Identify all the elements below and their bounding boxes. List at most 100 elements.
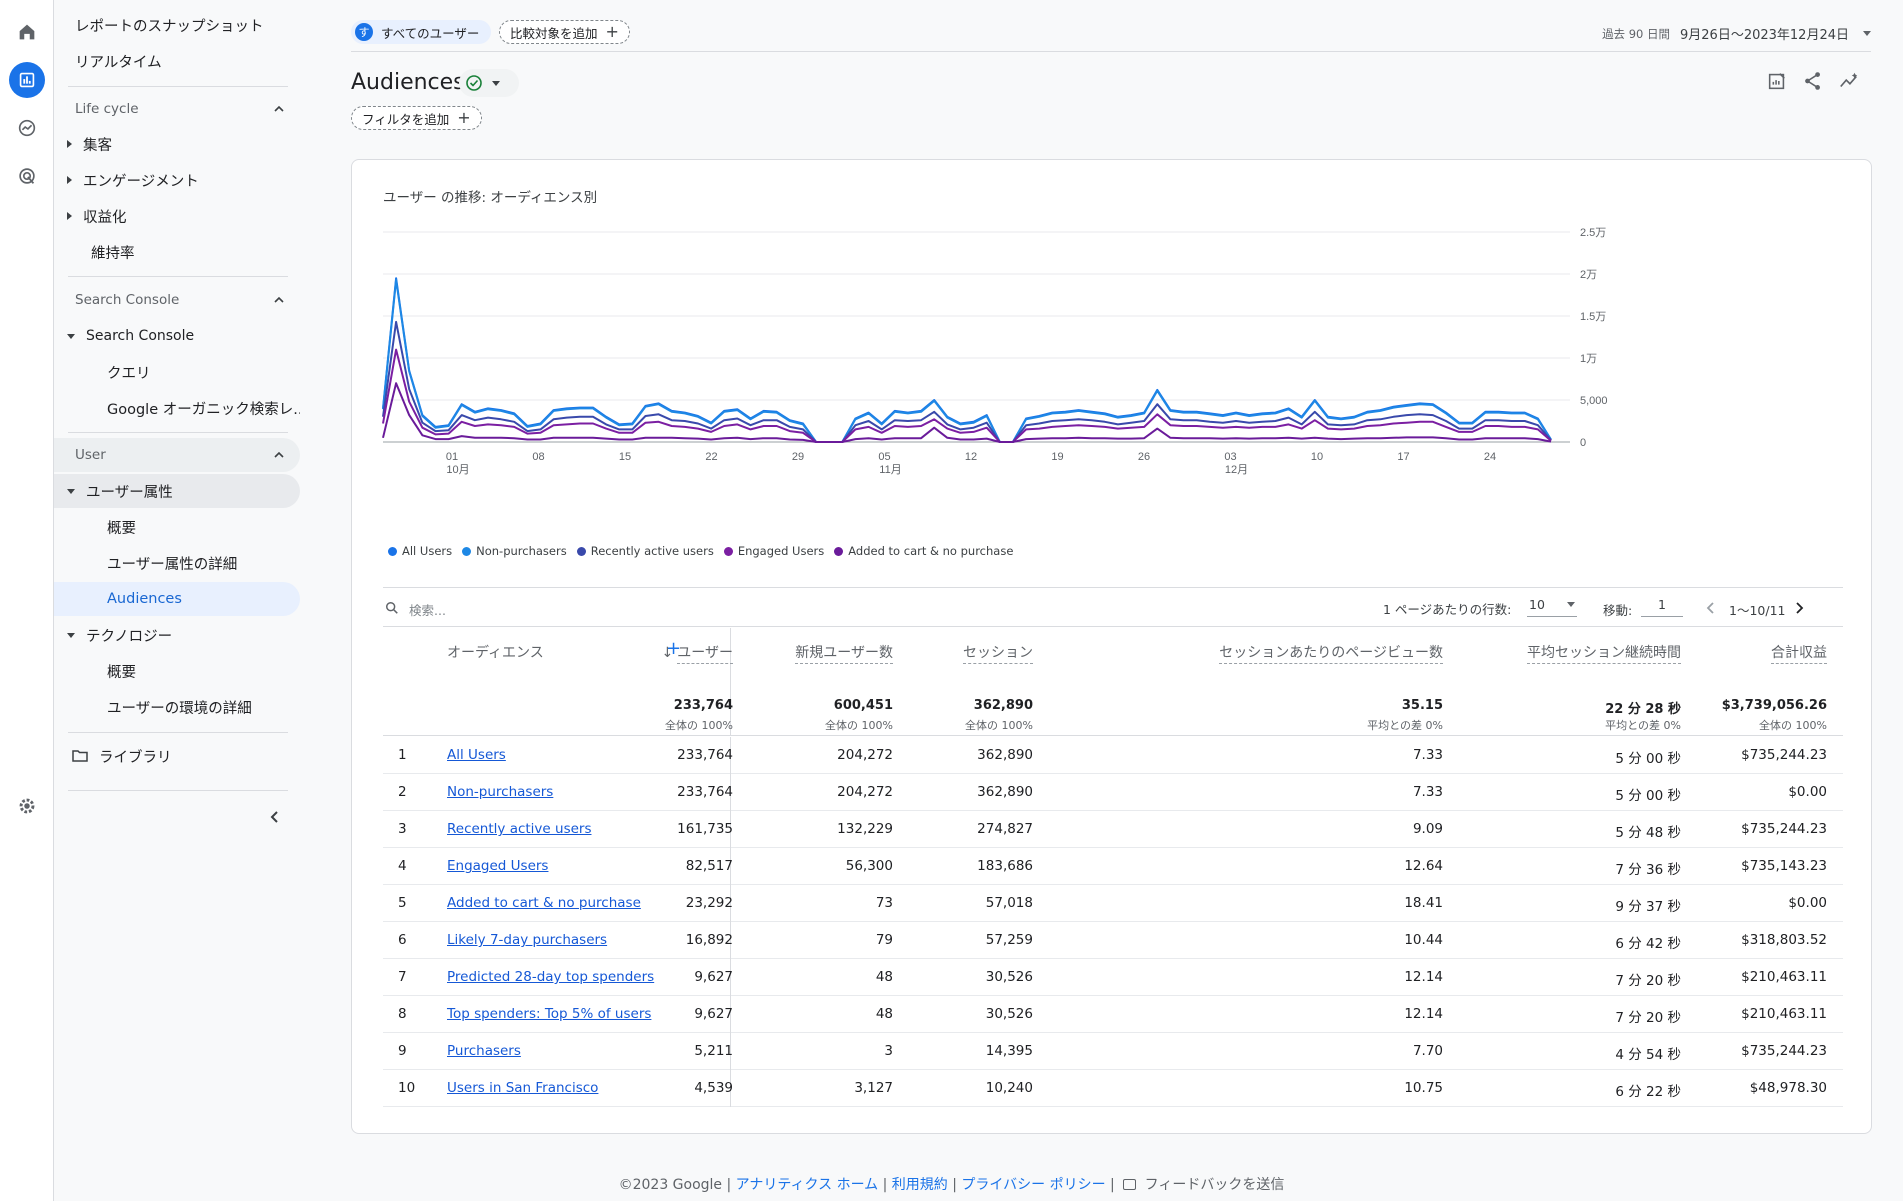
insights-icon[interactable] bbox=[1836, 68, 1862, 94]
sidebar-item-demographics-overview[interactable]: 概要 bbox=[107, 520, 136, 537]
legend-item[interactable]: All Users bbox=[388, 544, 452, 558]
legend-swatch bbox=[834, 546, 844, 556]
audience-link[interactable]: Recently active users bbox=[447, 821, 592, 837]
sidebar-item-snapshot[interactable]: レポートのスナップショット bbox=[75, 18, 264, 35]
row-index: 7 bbox=[398, 969, 407, 985]
footer-link-analytics-home[interactable]: アナリティクス ホーム bbox=[735, 1177, 879, 1193]
sidebar-item-demographics-details[interactable]: ユーザー属性の詳細 bbox=[107, 556, 238, 573]
row-avg-session-duration: 6 分 42 秒 bbox=[1615, 936, 1681, 952]
audience-link[interactable]: Likely 7-day purchasers bbox=[447, 932, 608, 948]
reports-icon[interactable] bbox=[9, 62, 45, 98]
add-filter-chip[interactable]: フィルタを追加 + bbox=[351, 106, 482, 130]
x-tick-month: 12月 bbox=[1225, 464, 1248, 476]
column-header-views-per-session[interactable]: セッションあたりのページビュー数 bbox=[1219, 642, 1443, 664]
sidebar-item-monetization[interactable]: 収益化 bbox=[54, 199, 300, 233]
audience-link[interactable]: Engaged Users bbox=[447, 858, 549, 874]
total-avg-session-duration: 22 分 28 秒 bbox=[1605, 702, 1681, 717]
customize-report-icon[interactable] bbox=[1764, 68, 1790, 94]
audience-link[interactable]: Predicted 28-day top spenders bbox=[447, 969, 655, 985]
column-header-audience[interactable]: オーディエンス bbox=[447, 642, 544, 662]
y-tick-label: 5,000 bbox=[1580, 395, 1608, 407]
total-users-share: 全体の 100% bbox=[665, 719, 733, 732]
check-circle-icon bbox=[466, 75, 482, 91]
sidebar-item-audiences[interactable]: Audiences bbox=[54, 582, 300, 616]
series-line[interactable] bbox=[382, 277, 1552, 443]
sidebar-item-library[interactable]: ライブラリ bbox=[54, 739, 300, 773]
date-range-picker[interactable]: 過去 90 日間 9月26日～2023年12月24日 bbox=[1602, 24, 1871, 43]
audience-link[interactable]: All Users bbox=[447, 747, 506, 763]
add-dimension-plus-icon[interactable]: + bbox=[666, 638, 682, 659]
all-users-chip[interactable]: す すべてのユーザー bbox=[351, 20, 492, 44]
x-tick-day: 26 bbox=[1138, 451, 1150, 463]
sidebar-item-realtime[interactable]: リアルタイム bbox=[75, 54, 162, 71]
sidebar-item-acquisition[interactable]: 集客 bbox=[54, 127, 300, 161]
legend-item[interactable]: Recently active users bbox=[576, 544, 714, 558]
row-avg-session-duration: 7 分 20 秒 bbox=[1615, 973, 1681, 989]
footer-link-terms[interactable]: 利用規約 bbox=[891, 1177, 948, 1193]
section-search-console-label: Search Console bbox=[75, 292, 180, 308]
collapse-sidebar-chevron-left-icon[interactable] bbox=[267, 809, 283, 825]
sidebar-item-label: 収益化 bbox=[83, 209, 127, 226]
explore-icon[interactable] bbox=[9, 110, 45, 146]
dropdown-caret-icon bbox=[1567, 602, 1575, 607]
sidebar-divider bbox=[68, 790, 288, 791]
section-user[interactable]: User bbox=[54, 438, 300, 472]
column-header-avg-session-duration[interactable]: 平均セッション継続時間 bbox=[1527, 642, 1681, 664]
column-header-users[interactable]: ↓ ユーザー bbox=[662, 642, 733, 664]
sidebar-item-technology[interactable]: テクノロジー bbox=[54, 618, 300, 652]
series-line[interactable] bbox=[382, 278, 1552, 443]
goto-page-input[interactable]: 1 bbox=[1641, 597, 1683, 617]
column-header-new-users[interactable]: 新規ユーザー数 bbox=[795, 642, 893, 664]
column-header-total-revenue[interactable]: 合計収益 bbox=[1771, 642, 1827, 664]
home-icon[interactable] bbox=[9, 14, 45, 50]
total-views-per-session: 35.15 bbox=[1401, 698, 1443, 713]
advertising-icon[interactable] bbox=[9, 158, 45, 194]
footer-link-privacy[interactable]: プライバシー ポリシー bbox=[961, 1177, 1106, 1193]
legend-item[interactable]: Added to cart & no purchase bbox=[834, 544, 1013, 558]
column-divider bbox=[730, 811, 731, 848]
series-line[interactable] bbox=[382, 382, 1552, 443]
section-lifecycle[interactable]: Life cycle bbox=[54, 92, 300, 126]
audience-link[interactable]: Purchasers bbox=[447, 1043, 521, 1059]
legend-label: All Users bbox=[402, 544, 453, 558]
sidebar-item-label: ユーザー属性 bbox=[86, 484, 173, 501]
sidebar-item-search-console[interactable]: Search Console bbox=[54, 319, 300, 353]
row-views-per-session: 7.33 bbox=[1412, 747, 1443, 763]
sidebar-item-queries[interactable]: クエリ bbox=[107, 365, 151, 382]
report-status-badge[interactable] bbox=[459, 69, 519, 97]
total-duration-diff: 平均との差 0% bbox=[1605, 719, 1681, 732]
legend-item[interactable]: Engaged Users bbox=[723, 544, 824, 558]
footer-feedback-link[interactable]: フィードバックを送信 bbox=[1144, 1177, 1285, 1193]
sidebar-divider bbox=[68, 732, 288, 733]
audience-link[interactable]: Users in San Francisco bbox=[447, 1080, 599, 1096]
column-header-label: セッション bbox=[963, 645, 1033, 664]
footer-copyright: ©2023 Google bbox=[618, 1177, 723, 1193]
add-comparison-chip[interactable]: 比較対象を追加 + bbox=[499, 20, 630, 44]
section-search-console[interactable]: Search Console bbox=[54, 283, 300, 317]
settings-gear-icon[interactable] bbox=[9, 788, 45, 824]
share-icon[interactable] bbox=[1800, 68, 1826, 94]
x-tick-day: 17 bbox=[1397, 451, 1409, 463]
sidebar-item-engagement[interactable]: エンゲージメント bbox=[54, 163, 300, 197]
table-toolbar: 検索... 1 ページあたりの行数: 10 移動: 1 1～10/11 bbox=[383, 587, 1843, 627]
x-tick-day: 24 bbox=[1484, 451, 1496, 463]
sidebar-item-demographics[interactable]: ユーザー属性 bbox=[54, 474, 300, 508]
sidebar-item-organic-search[interactable]: Google オーガニック検索レ... bbox=[107, 401, 300, 418]
sidebar-item-tech-details[interactable]: ユーザーの環境の詳細 bbox=[107, 700, 252, 717]
next-page-chevron-right-icon[interactable] bbox=[1791, 600, 1807, 616]
x-tick-day: 19 bbox=[1051, 451, 1063, 463]
sidebar-item-tech-overview[interactable]: 概要 bbox=[107, 664, 136, 681]
previous-page-chevron-left-icon[interactable] bbox=[1703, 600, 1719, 616]
sidebar-item-label: Search Console bbox=[86, 328, 195, 344]
audience-link[interactable]: Top spenders: Top 5% of users bbox=[447, 1006, 652, 1022]
audience-link[interactable]: Non-purchasers bbox=[447, 784, 554, 800]
table-search-input[interactable]: 検索... bbox=[409, 603, 446, 618]
sidebar-item-retention[interactable]: 維持率 bbox=[91, 245, 135, 262]
audience-link[interactable]: Added to cart & no purchase bbox=[447, 895, 641, 911]
series-line[interactable] bbox=[382, 348, 1552, 443]
column-header-sessions[interactable]: セッション bbox=[963, 642, 1033, 664]
rows-per-page-select[interactable]: 10 bbox=[1527, 597, 1577, 617]
series-line[interactable] bbox=[382, 320, 1552, 443]
column-divider bbox=[730, 885, 731, 922]
legend-item[interactable]: Non-purchasers bbox=[462, 544, 567, 558]
